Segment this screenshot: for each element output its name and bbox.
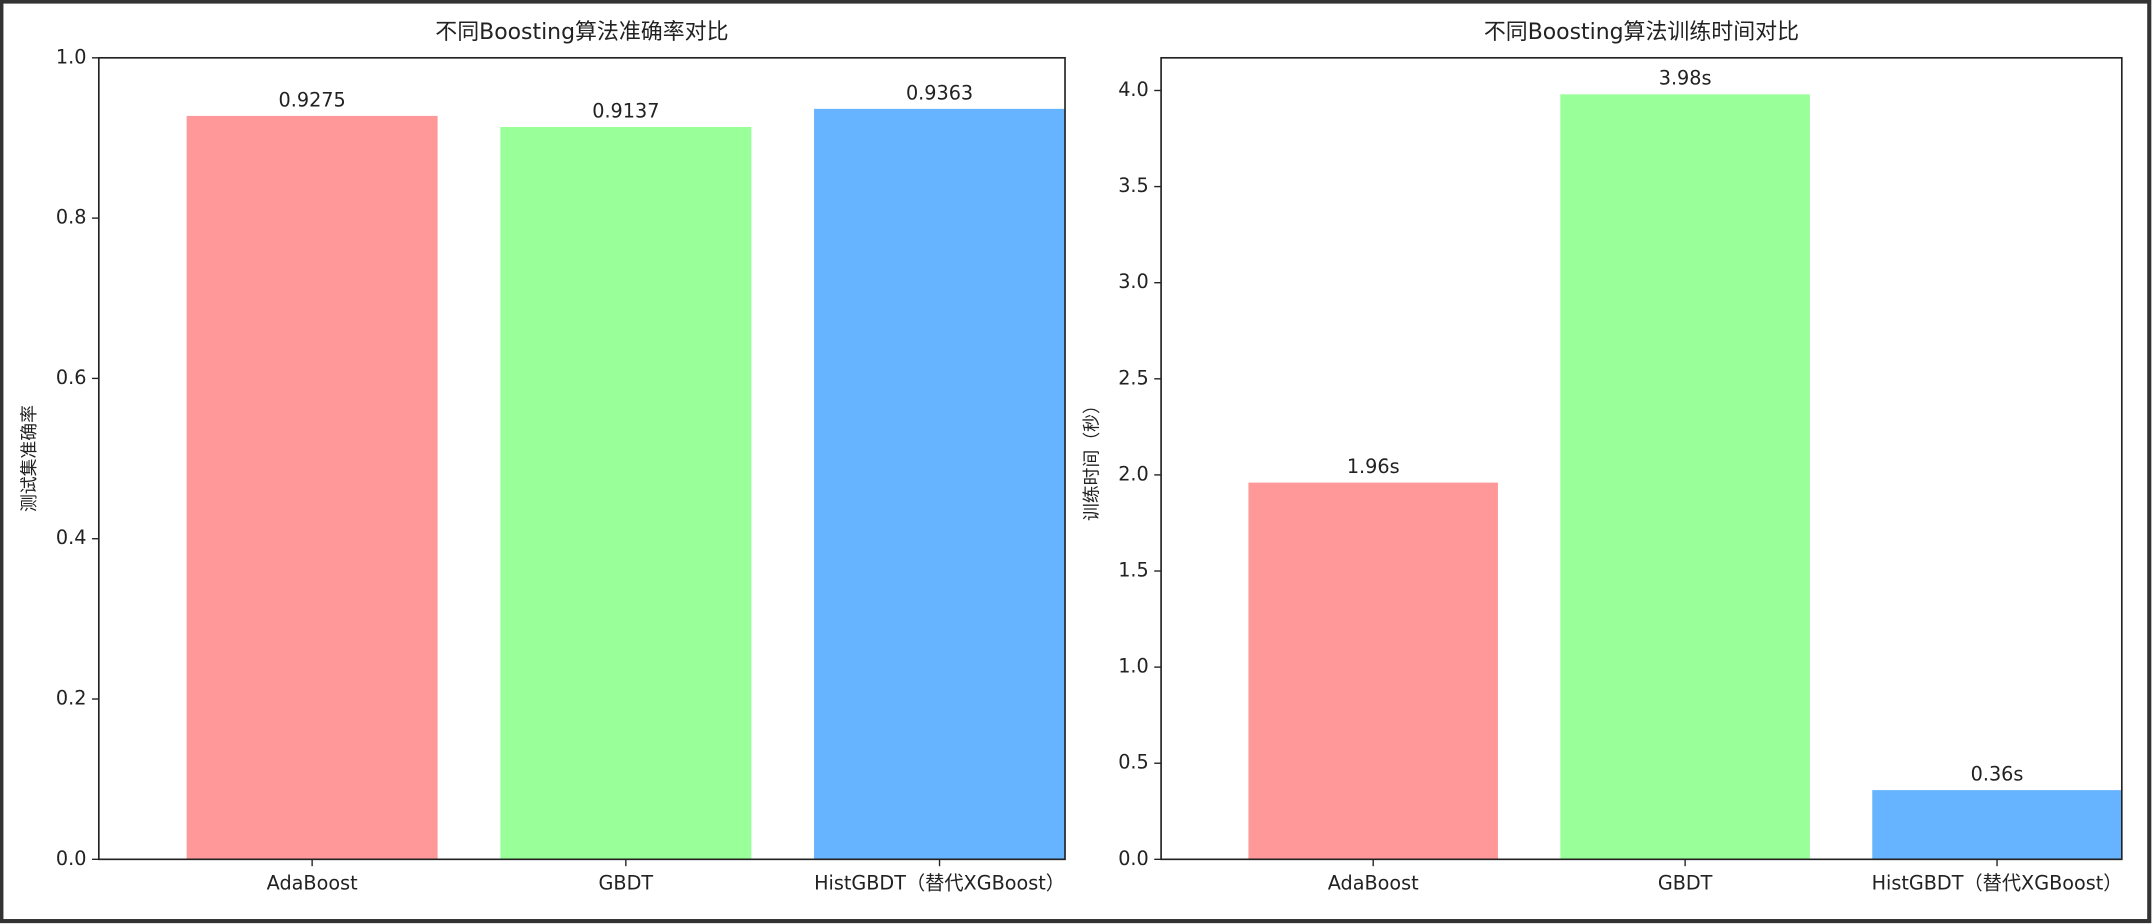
y-tick-label: 2.0 [1118,462,1149,485]
plot-frame [1160,56,2123,861]
y-tick-label: 3.5 [1118,174,1149,197]
x-tick-label: AdaBoost [1328,872,1419,895]
x-tick-label: GBDT [599,872,654,895]
y-tick-label: 2.5 [1118,366,1149,389]
x-tick-label: HistGBDT（替代XGBoost） [814,872,1065,895]
x-tick-label: HistGBDT（替代XGBoost） [1872,872,2123,895]
y-tick-label: 0.0 [1118,847,1149,870]
value-label: 0.9275 [279,88,346,111]
value-label: 1.96s [1347,455,1400,478]
bar [500,126,752,860]
value-label: 0.36s [1971,763,2024,786]
x-tick-label: GBDT [1658,872,1713,895]
value-label: 0.9363 [906,81,973,104]
value-label: 0.9137 [592,99,659,122]
chart-title: 不同Boosting算法准确率对比 [435,20,728,45]
y-tick-label: 4.0 [1118,78,1149,101]
y-tick-label: 0.6 [56,366,87,389]
y-tick-label: 0.8 [56,206,87,229]
bar [1248,482,1498,860]
y-tick-label: 0.0 [56,847,87,870]
y-tick-label: 0.2 [56,687,87,710]
bar [814,108,1066,860]
y-axis-label: 训练时间（秒） [1081,396,1102,521]
y-tick-label: 1.0 [56,45,87,68]
bar [1872,790,2122,860]
y-tick-label: 1.5 [1118,559,1149,582]
value-label: 3.98s [1659,67,1712,90]
y-tick-label: 0.4 [56,526,87,549]
y-tick-label: 0.5 [1118,751,1149,774]
y-tick-label: 3.0 [1118,270,1149,293]
bar [186,115,438,860]
y-tick-label: 1.0 [1118,655,1149,678]
x-tick-label: AdaBoost [267,872,358,895]
chart-title: 不同Boosting算法训练时间对比 [1484,20,1799,45]
plot-frame [97,56,1066,861]
bar [1560,94,1810,860]
y-axis-label: 测试集准确率 [19,405,40,512]
